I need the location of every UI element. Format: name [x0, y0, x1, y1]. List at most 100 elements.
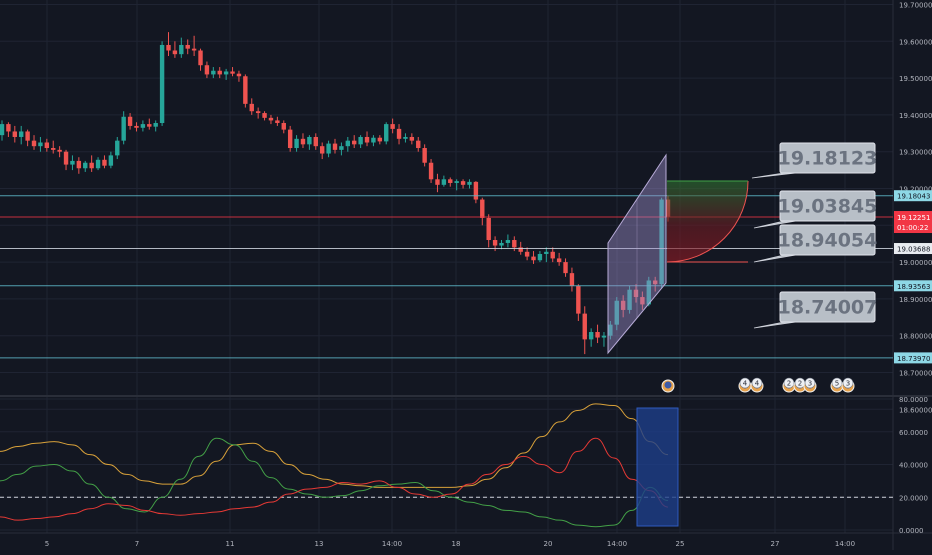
candle-body[interactable] [76, 160, 82, 169]
candle-body[interactable] [159, 44, 165, 123]
candle-body[interactable] [339, 146, 344, 150]
candle-body[interactable] [198, 50, 203, 66]
event-marker[interactable]: 4 [738, 377, 752, 393]
oscillator-series-line[interactable] [0, 403, 669, 488]
candle-body[interactable] [396, 128, 402, 139]
candle-body[interactable] [576, 286, 581, 314]
candle-body[interactable] [102, 159, 107, 166]
candle-body[interactable] [89, 162, 94, 169]
candle-body[interactable] [217, 70, 222, 75]
candle-body[interactable] [70, 160, 75, 165]
candle-body[interactable] [31, 140, 37, 147]
candle-body[interactable] [147, 124, 152, 127]
candle-body[interactable] [524, 251, 530, 257]
candle-body[interactable] [345, 140, 351, 147]
candle-body[interactable] [364, 136, 370, 143]
oscillator-series-line[interactable] [0, 437, 669, 528]
current-price-tag[interactable]: 19.12251 01:00:22 [894, 211, 932, 234]
candle-body[interactable] [486, 217, 491, 241]
candle-body[interactable] [377, 137, 383, 142]
candle-body[interactable] [236, 73, 242, 77]
candle-body[interactable] [268, 117, 274, 121]
oscillator-series-line[interactable] [0, 437, 669, 521]
candle-body[interactable] [313, 136, 318, 147]
candle-body[interactable] [332, 143, 338, 150]
candle-body[interactable] [595, 332, 600, 338]
candle-body[interactable] [19, 131, 24, 137]
candle-body[interactable] [384, 124, 389, 142]
candle-body[interactable] [319, 146, 325, 154]
candle-body[interactable] [243, 76, 248, 104]
candle-body[interactable] [6, 124, 11, 132]
candle-body[interactable] [646, 280, 651, 305]
candle-body[interactable] [512, 240, 517, 248]
candle-body[interactable] [249, 103, 254, 112]
candle-body[interactable] [358, 136, 363, 145]
candle-body[interactable] [255, 111, 261, 114]
candle-body[interactable] [614, 300, 619, 325]
price-callout[interactable]: 18.94054 [753, 224, 877, 263]
candle-body[interactable] [633, 289, 639, 298]
candle-body[interactable] [140, 124, 146, 128]
level-price-tag[interactable]: 18.93563 [894, 280, 932, 292]
candle-body[interactable] [499, 242, 504, 246]
candle-body[interactable] [307, 136, 312, 145]
candle-body[interactable] [627, 289, 632, 310]
candle-body[interactable] [492, 240, 498, 246]
candle-body[interactable] [108, 155, 114, 166]
candle-body[interactable] [569, 273, 575, 287]
event-marker[interactable]: 3 [841, 377, 855, 393]
candle-body[interactable] [601, 335, 607, 338]
fib-arc-fill[interactable] [667, 181, 748, 262]
level-price-tag[interactable]: 19.18043 [894, 190, 932, 202]
candle-body[interactable] [121, 116, 126, 141]
candle-body[interactable] [659, 199, 664, 285]
candle-body[interactable] [460, 181, 466, 185]
candle-body[interactable] [172, 50, 178, 55]
candle-body[interactable] [262, 113, 267, 118]
candle-body[interactable] [531, 256, 536, 261]
price-callout[interactable]: 18.74007 [753, 291, 877, 329]
candle-body[interactable] [0, 124, 5, 136]
candle-body[interactable] [416, 140, 421, 149]
event-marker[interactable]: 3 [803, 377, 817, 393]
price-levels[interactable] [0, 195, 893, 359]
candle-body[interactable] [390, 124, 395, 129]
candle-body[interactable] [352, 140, 357, 145]
candle-body[interactable] [403, 136, 408, 139]
highlight-rectangle[interactable] [636, 407, 679, 527]
oscillator-pane[interactable] [0, 403, 893, 528]
candle-body[interactable] [448, 179, 453, 183]
candle-body[interactable] [83, 162, 88, 169]
event-marker[interactable]: 5 [830, 377, 844, 393]
candle-body[interactable] [127, 116, 133, 126]
candle-body[interactable] [51, 148, 56, 150]
candle-body[interactable] [166, 44, 171, 51]
candle-body[interactable] [454, 181, 459, 183]
time-axis[interactable]: 5 7 11 13 14:00 18 20 14:00 25 27 14:00 [45, 540, 855, 548]
candle-body[interactable] [473, 181, 479, 200]
candle-body[interactable] [179, 44, 184, 55]
candle-body[interactable] [467, 181, 472, 185]
candle-body[interactable] [211, 70, 216, 75]
candle-body[interactable] [300, 138, 306, 145]
price-callout[interactable]: 19.18123 [751, 142, 877, 179]
price-callout[interactable]: 19.03845 [753, 190, 877, 229]
candle-body[interactable] [275, 120, 280, 123]
candle-body[interactable] [409, 136, 415, 141]
candle-body[interactable] [57, 149, 62, 152]
candle-body[interactable] [652, 280, 658, 285]
price-axis[interactable]: 19.70000 19.60000 19.50000 19.40000 19.30000… [894, 2, 932, 536]
candle-body[interactable] [63, 151, 69, 165]
candle-body[interactable] [115, 140, 120, 156]
candle-body[interactable] [582, 313, 587, 340]
level-price-tag[interactable]: 19.03688 [894, 243, 932, 255]
candle-body[interactable] [38, 142, 43, 147]
candle-body[interactable] [441, 179, 447, 185]
candle-body[interactable] [44, 142, 50, 149]
candle-body[interactable] [371, 137, 376, 143]
event-marker[interactable]: 4 [750, 377, 764, 393]
